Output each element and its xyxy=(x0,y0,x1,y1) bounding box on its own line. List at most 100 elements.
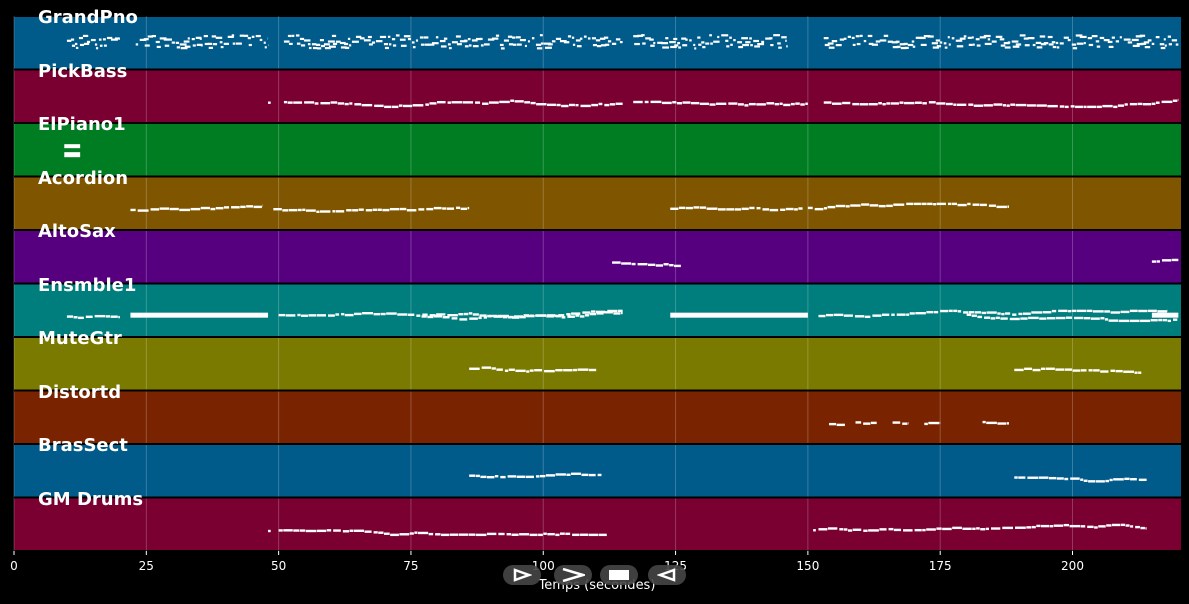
note xyxy=(433,315,443,318)
note xyxy=(1135,525,1140,529)
note xyxy=(499,100,510,104)
note xyxy=(1171,39,1178,42)
note xyxy=(699,206,707,209)
note xyxy=(1124,103,1128,106)
note xyxy=(600,44,607,47)
note xyxy=(167,38,172,41)
note xyxy=(972,43,975,46)
note xyxy=(1093,369,1100,372)
note xyxy=(761,40,765,44)
note xyxy=(1143,41,1150,44)
note xyxy=(595,39,601,42)
note xyxy=(674,264,681,268)
note xyxy=(824,43,830,47)
note xyxy=(906,202,914,206)
note xyxy=(705,42,710,45)
note xyxy=(1055,41,1059,45)
note xyxy=(1167,35,1172,38)
note xyxy=(749,37,752,40)
note xyxy=(94,314,106,318)
rewind-button[interactable] xyxy=(503,565,541,585)
note xyxy=(1092,310,1104,313)
note xyxy=(749,206,755,210)
note xyxy=(1024,44,1030,47)
note xyxy=(362,312,374,315)
note xyxy=(1160,46,1166,50)
note xyxy=(769,208,779,212)
note xyxy=(305,209,316,212)
note xyxy=(328,314,335,317)
note xyxy=(1108,319,1119,322)
note xyxy=(663,263,669,266)
note xyxy=(346,209,352,212)
stop-button[interactable] xyxy=(600,565,638,585)
note xyxy=(891,313,895,316)
play-button[interactable] xyxy=(554,565,592,585)
note xyxy=(744,104,749,107)
note xyxy=(363,39,371,42)
note xyxy=(114,37,120,40)
note xyxy=(496,368,503,371)
note xyxy=(563,41,570,44)
note xyxy=(882,102,886,106)
note xyxy=(442,316,450,319)
note xyxy=(235,42,242,45)
note xyxy=(928,421,940,425)
note xyxy=(648,263,656,267)
note xyxy=(971,36,974,39)
note xyxy=(215,206,224,210)
note xyxy=(1019,34,1026,37)
note xyxy=(583,35,587,38)
note xyxy=(239,34,245,37)
note xyxy=(203,34,208,38)
note xyxy=(634,42,640,46)
note xyxy=(428,532,434,536)
note xyxy=(211,35,217,38)
note xyxy=(1129,319,1140,323)
note xyxy=(904,46,909,49)
note xyxy=(137,209,149,212)
note xyxy=(1161,259,1172,262)
note xyxy=(509,315,514,319)
note xyxy=(539,34,543,37)
forward-button[interactable] xyxy=(648,565,686,585)
note xyxy=(1158,318,1163,322)
note xyxy=(103,44,107,47)
note xyxy=(314,102,319,105)
note xyxy=(335,210,345,213)
note xyxy=(1038,476,1049,479)
note xyxy=(1027,476,1039,479)
track-lane xyxy=(14,391,1181,443)
note xyxy=(435,533,441,536)
note xyxy=(1172,99,1178,102)
note xyxy=(794,208,798,211)
note xyxy=(770,43,774,47)
note xyxy=(967,202,971,206)
note xyxy=(919,36,926,40)
note xyxy=(407,37,412,41)
note xyxy=(750,44,753,47)
note xyxy=(200,206,210,210)
note xyxy=(967,36,972,39)
note xyxy=(982,420,986,424)
note xyxy=(243,34,249,37)
note xyxy=(1020,317,1028,320)
note xyxy=(1031,37,1035,40)
note xyxy=(460,207,468,211)
note xyxy=(975,38,980,41)
note xyxy=(995,316,1000,320)
note xyxy=(555,473,566,476)
note xyxy=(850,204,861,207)
note xyxy=(1095,40,1100,43)
note xyxy=(1075,105,1083,109)
note xyxy=(1151,42,1155,46)
note xyxy=(397,313,408,316)
track-label: BrasSect xyxy=(38,435,128,456)
note xyxy=(365,209,373,212)
note xyxy=(672,101,677,104)
note xyxy=(499,43,504,47)
note xyxy=(399,533,410,536)
note xyxy=(579,37,583,40)
note xyxy=(1094,526,1098,529)
note xyxy=(986,421,997,425)
